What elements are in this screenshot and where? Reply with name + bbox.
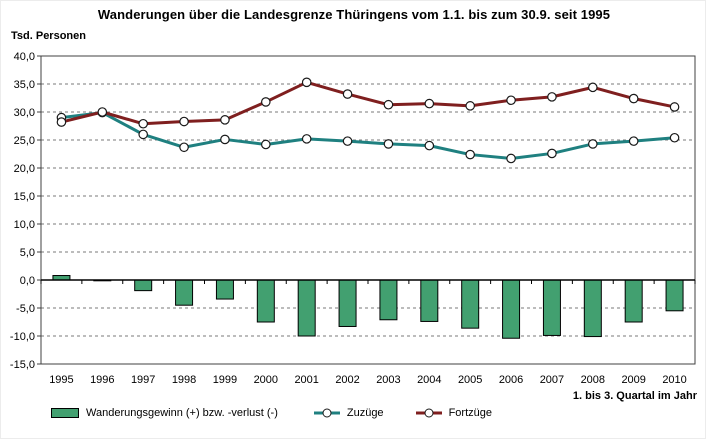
- y-tick-label: 0,0: [20, 275, 35, 287]
- point-zuzuege-2001: [301, 134, 312, 144]
- legend-item-fortzuege: Fortzüge: [415, 407, 492, 419]
- x-label-2001: 2001: [294, 374, 318, 386]
- bar-2009: [624, 279, 643, 323]
- chart-title: Wanderungen über die Landesgrenze Thürin…: [97, 7, 611, 22]
- x-label-2007: 2007: [540, 374, 564, 386]
- point-zuzuege-2000: [261, 139, 271, 150]
- bar-2003: [379, 279, 398, 321]
- plot-frame: [40, 55, 696, 365]
- x-label-1995: 1995: [49, 374, 73, 386]
- bar-2006: [502, 279, 521, 339]
- point-zuzuege-2008: [588, 139, 598, 149]
- point-fortzuege-2003: [383, 99, 394, 110]
- point-zuzuege-2010: [669, 132, 680, 143]
- x-label-2005: 2005: [458, 374, 482, 386]
- x-label-2004: 2004: [417, 374, 441, 386]
- point-fortzuege-2008: [588, 82, 598, 93]
- point-zuzuege-1998: [179, 142, 189, 153]
- bar-2008: [583, 279, 602, 338]
- legend-label-fortzuege: Fortzüge: [448, 407, 492, 419]
- x-label-1997: 1997: [131, 374, 155, 386]
- point-fortzuege-2006: [506, 95, 516, 106]
- x-label-1998: 1998: [172, 374, 196, 386]
- y-tick-label: 25,0: [14, 135, 35, 147]
- x-label-2006: 2006: [499, 374, 523, 386]
- legend-label-zuzuege: Zuzüge: [346, 407, 384, 419]
- point-fortzuege-1998: [179, 116, 189, 127]
- point-fortzuege-2004: [424, 98, 435, 109]
- line-zuzuege: [61, 111, 675, 160]
- point-fortzuege-2007: [547, 92, 557, 102]
- x-label-2009: 2009: [621, 374, 645, 386]
- line-marker-darkred-icon: [415, 408, 442, 418]
- legend: Wanderungsgewinn (+) bzw. -verlust (-) Z…: [51, 407, 492, 419]
- point-zuzuege-2007: [547, 148, 557, 159]
- y-tick-label: -15,0: [10, 359, 35, 371]
- y-tick-label: 35,0: [14, 79, 35, 91]
- x-label-1999: 1999: [213, 374, 237, 386]
- bar-1998: [175, 279, 194, 306]
- bar-2010: [665, 279, 684, 312]
- y-tick-label: 40,0: [14, 51, 35, 63]
- x-label-2008: 2008: [581, 374, 605, 386]
- x-label-1996: 1996: [90, 374, 114, 386]
- point-zuzuege-2009: [628, 136, 639, 146]
- point-fortzuege-2001: [301, 77, 312, 88]
- point-zuzuege-2005: [465, 149, 475, 160]
- bar-1997: [134, 279, 153, 292]
- point-fortzuege-1999: [220, 115, 230, 125]
- point-zuzuege-2002: [342, 136, 353, 146]
- y-tick-label: -5,0: [16, 303, 35, 315]
- point-zuzuege-1999: [220, 134, 230, 145]
- point-zuzuege-2003: [383, 139, 394, 149]
- point-fortzuege-2010: [669, 102, 680, 112]
- x-label-2003: 2003: [376, 374, 400, 386]
- x-label-2000: 2000: [254, 374, 278, 386]
- legend-label-saldo: Wanderungsgewinn (+) bzw. -verlust (-): [86, 407, 278, 419]
- y-axis-unit-label: Tsd. Personen: [11, 30, 86, 42]
- x-label-2002: 2002: [335, 374, 359, 386]
- point-zuzuege-2004: [424, 140, 435, 151]
- point-fortzuege-2000: [261, 97, 271, 107]
- y-tick-label: 5,0: [20, 247, 35, 259]
- point-zuzuege-1997: [138, 129, 148, 140]
- y-tick-label: 10,0: [14, 219, 35, 231]
- point-fortzuege-2009: [628, 93, 639, 104]
- x-axis-note: 1. bis 3. Quartal im Jahr: [572, 390, 697, 402]
- bar-2000: [256, 279, 275, 323]
- y-tick-label: -10,0: [10, 331, 35, 343]
- point-fortzuege-1996: [97, 107, 108, 117]
- point-fortzuege-1997: [138, 118, 148, 129]
- bar-swatch-icon: [51, 408, 79, 418]
- bar-1999: [215, 279, 234, 300]
- legend-item-zuzuege: Zuzüge: [313, 407, 384, 419]
- point-fortzuege-2002: [342, 89, 353, 99]
- bar-2007: [542, 279, 561, 336]
- bar-2004: [420, 279, 439, 322]
- line-marker-teal-icon: [313, 408, 340, 418]
- line-fortzuege: [61, 80, 675, 126]
- y-tick-label: 15,0: [14, 191, 35, 203]
- point-zuzuege-2006: [506, 153, 516, 164]
- bar-2002: [338, 279, 357, 327]
- bar-2001: [297, 279, 316, 337]
- y-tick-label: 20,0: [14, 163, 35, 175]
- bar-2005: [461, 279, 480, 329]
- y-tick-label: 30,0: [14, 107, 35, 119]
- point-fortzuege-1995: [56, 117, 67, 127]
- legend-item-saldo: Wanderungsgewinn (+) bzw. -verlust (-): [51, 407, 278, 419]
- x-label-2010: 2010: [662, 374, 686, 386]
- point-fortzuege-2005: [465, 101, 475, 111]
